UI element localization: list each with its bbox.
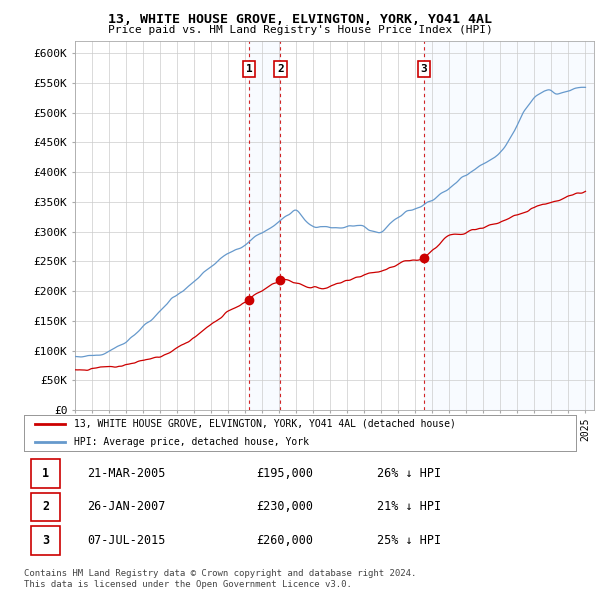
Text: 1: 1 [42, 467, 49, 480]
Text: HPI: Average price, detached house, York: HPI: Average price, detached house, York [74, 437, 308, 447]
Text: 26% ↓ HPI: 26% ↓ HPI [377, 467, 442, 480]
Text: 3: 3 [421, 64, 427, 74]
Text: £260,000: £260,000 [256, 534, 313, 547]
Text: 25% ↓ HPI: 25% ↓ HPI [377, 534, 442, 547]
Text: 07-JUL-2015: 07-JUL-2015 [88, 534, 166, 547]
Text: 21-MAR-2005: 21-MAR-2005 [88, 467, 166, 480]
Text: 26-JAN-2007: 26-JAN-2007 [88, 500, 166, 513]
Text: 3: 3 [42, 534, 49, 547]
Text: Price paid vs. HM Land Registry's House Price Index (HPI): Price paid vs. HM Land Registry's House … [107, 25, 493, 35]
Text: 21% ↓ HPI: 21% ↓ HPI [377, 500, 442, 513]
Text: £230,000: £230,000 [256, 500, 313, 513]
Bar [249, 41, 280, 410]
Text: Contains HM Land Registry data © Crown copyright and database right 2024.
This d: Contains HM Land Registry data © Crown c… [24, 569, 416, 589]
Bar [424, 41, 594, 410]
Text: 1: 1 [245, 64, 252, 74]
FancyBboxPatch shape [31, 526, 60, 555]
Text: 13, WHITE HOUSE GROVE, ELVINGTON, YORK, YO41 4AL: 13, WHITE HOUSE GROVE, ELVINGTON, YORK, … [108, 13, 492, 26]
Text: 13, WHITE HOUSE GROVE, ELVINGTON, YORK, YO41 4AL (detached house): 13, WHITE HOUSE GROVE, ELVINGTON, YORK, … [74, 419, 455, 429]
Text: £195,000: £195,000 [256, 467, 313, 480]
Text: 2: 2 [42, 500, 49, 513]
FancyBboxPatch shape [31, 459, 60, 487]
FancyBboxPatch shape [31, 493, 60, 521]
Text: 2: 2 [277, 64, 284, 74]
